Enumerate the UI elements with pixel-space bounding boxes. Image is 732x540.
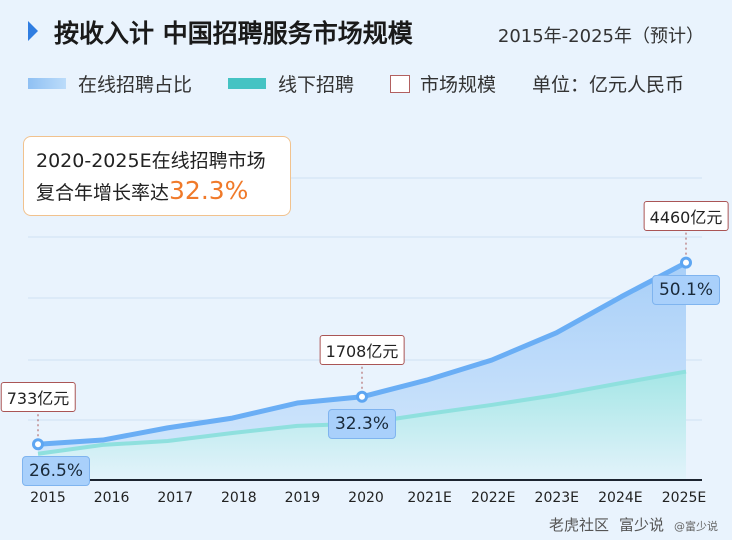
x-tick-label: 2018 xyxy=(220,490,257,506)
legend: 在线招聘占比 线下招聘 市场规模 单位：亿元人民币 xyxy=(28,70,720,97)
watermark-text: 富少说 xyxy=(618,516,664,534)
market-size-label: 733亿元 xyxy=(0,382,76,413)
market-size-label: 1708亿元 xyxy=(319,334,405,365)
title-marker-icon xyxy=(28,21,38,41)
data-point xyxy=(356,390,368,403)
x-tick-label: 2020 xyxy=(348,490,384,506)
legend-swatch xyxy=(28,78,66,89)
online-share-label: 26.5% xyxy=(21,456,91,487)
legend-swatch xyxy=(390,74,411,93)
x-tick-label: 2023E xyxy=(534,490,580,506)
online-share-label: 32.3% xyxy=(327,408,397,439)
unit-label: 单位：亿元人民币 xyxy=(532,74,685,96)
legend-item-market-size: 市场规模 xyxy=(390,70,496,97)
x-tick-label: 2024E xyxy=(598,490,643,506)
data-point xyxy=(32,438,44,451)
x-tick-label: 2016 xyxy=(93,490,130,506)
x-tick-label: 2015 xyxy=(30,490,66,506)
page-title: 按收入计 中国招聘服务市场规模 xyxy=(54,19,413,48)
x-tick-label: 2017 xyxy=(157,490,194,506)
x-tick-label: 2021E xyxy=(407,490,452,506)
legend-swatch xyxy=(228,78,267,89)
online-share-label: 50.1% xyxy=(651,274,721,305)
x-tick-label: 2019 xyxy=(284,490,321,506)
x-tick-label: 2022E xyxy=(470,490,516,506)
watermark-text: 老虎社区 xyxy=(548,516,609,534)
cagr-callout: 2020-2025E在线招聘市场 复合年增长率达32.3% xyxy=(23,136,291,216)
subtitle: 2015年-2025年（预计） xyxy=(497,26,704,47)
market-size-label: 4460亿元 xyxy=(643,200,729,231)
cagr-value: 32.3% xyxy=(169,176,249,205)
legend-item-offline: 线下招聘 xyxy=(228,70,354,97)
legend-item-online: 在线招聘占比 xyxy=(28,70,192,97)
watermark-text: @富少说 xyxy=(674,520,718,533)
data-point xyxy=(680,256,692,269)
x-tick-label: 2025E xyxy=(661,490,707,506)
watermark: 老虎社区 富少说 @富少说 xyxy=(549,514,718,535)
